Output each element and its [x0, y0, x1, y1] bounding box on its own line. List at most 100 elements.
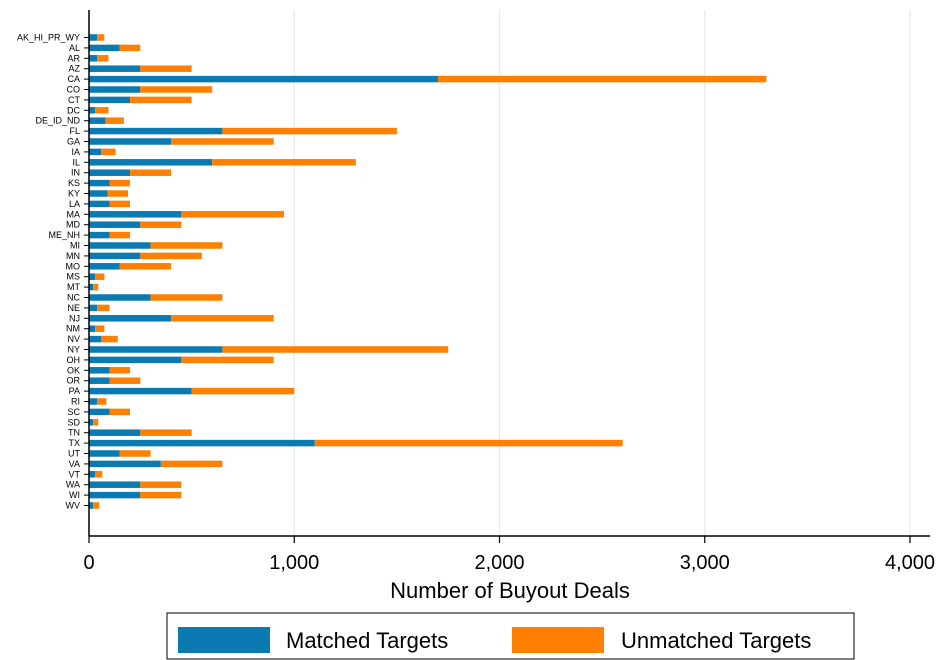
bar-ga-unmatched	[171, 138, 274, 145]
category-label-ca: CA	[67, 74, 80, 84]
bar-sd-matched	[89, 419, 94, 426]
bar-ne-unmatched	[97, 304, 110, 312]
category-label-az: AZ	[68, 64, 80, 74]
bar-mo-unmatched	[119, 263, 172, 270]
bar-ny-unmatched	[222, 346, 449, 353]
bar-in-unmatched	[130, 169, 172, 176]
bar-or-unmatched	[109, 377, 141, 384]
bar-me-nh-matched	[89, 231, 110, 239]
legend-swatch-unmatched	[512, 627, 604, 653]
category-label-ma: MA	[67, 209, 81, 219]
bar-la-unmatched	[109, 200, 131, 208]
bar-ne-matched	[89, 304, 98, 312]
bar-il-matched	[89, 159, 213, 166]
category-label-oh: OH	[67, 355, 81, 365]
grid-lines	[293, 10, 911, 536]
bar-md-unmatched	[140, 221, 182, 228]
category-label-nj: NJ	[69, 313, 80, 323]
bar-ky-matched	[89, 190, 108, 197]
legend-label-unmatched: Unmatched Targets	[621, 628, 811, 653]
bar-ar-unmatched	[97, 55, 109, 62]
bar-ma-unmatched	[181, 211, 284, 218]
bar-tn-matched	[89, 429, 141, 436]
category-label-sc: SC	[67, 407, 80, 417]
bar-ms-unmatched	[95, 273, 105, 280]
bar-nc-matched	[89, 294, 151, 301]
category-label-ks: KS	[68, 178, 80, 188]
bar-ct-unmatched	[130, 96, 192, 104]
bar-sc-unmatched	[109, 408, 131, 416]
bar-co-matched	[89, 86, 141, 93]
category-label-mt: MT	[67, 282, 80, 292]
bar-ut-matched	[89, 450, 120, 457]
bar-mn-matched	[89, 252, 141, 260]
category-label-sd: SD	[67, 417, 80, 427]
category-label-vt: VT	[68, 469, 80, 479]
category-label-ne: NE	[67, 303, 80, 313]
x-tick-label-0: 0	[83, 552, 94, 574]
bar-oh-unmatched	[181, 356, 274, 364]
category-label-al: AL	[69, 43, 80, 53]
category-label-ia: IA	[71, 147, 80, 157]
category-label-mo: MO	[66, 261, 81, 271]
bar-il-unmatched	[212, 159, 356, 166]
bar-va-matched	[89, 460, 161, 468]
bar-wi-matched	[89, 491, 141, 499]
bar-in-matched	[89, 169, 131, 176]
bar-al-matched	[89, 44, 120, 52]
bar-pa-matched	[89, 387, 192, 395]
category-label-ct: CT	[68, 95, 80, 105]
category-label-va: VA	[69, 459, 80, 469]
bar-ak-hi-pr-wy-matched	[89, 34, 98, 41]
x-tick-label-2000: 2,000	[474, 552, 524, 574]
category-label-wi: WI	[69, 490, 80, 500]
bar-or-matched	[89, 377, 110, 384]
bar-nv-unmatched	[101, 335, 118, 343]
category-label-nv: NV	[67, 334, 80, 344]
bar-al-unmatched	[119, 44, 141, 52]
category-label-wa: WA	[66, 480, 80, 490]
category-label-md: MD	[66, 220, 80, 230]
bar-tn-unmatched	[140, 429, 192, 436]
bar-dc-unmatched	[95, 107, 109, 114]
bar-nj-matched	[89, 315, 172, 322]
bar-mt-matched	[89, 283, 94, 291]
bar-fl-matched	[89, 127, 223, 135]
legend-swatch-matched	[178, 627, 270, 653]
category-label-me_nh: ME_NH	[48, 230, 80, 240]
bar-ca-unmatched	[437, 75, 767, 83]
bar-nj-unmatched	[171, 315, 274, 322]
bar-dc-matched	[89, 107, 96, 114]
category-label-mn: MN	[66, 251, 80, 261]
bar-ok-matched	[89, 367, 110, 374]
legend: Matched Targets Unmatched Targets	[166, 612, 855, 660]
bar-ms-matched	[89, 273, 96, 280]
bar-va-unmatched	[160, 460, 223, 468]
bar-de-id-nd-unmatched	[105, 117, 124, 124]
bar-co-unmatched	[140, 86, 213, 93]
bar-wv-unmatched	[93, 502, 100, 509]
bar-ct-matched	[89, 96, 131, 104]
bar-oh-matched	[89, 356, 182, 364]
bar-mo-matched	[89, 263, 120, 270]
bar-ga-matched	[89, 138, 172, 145]
x-tick-label-4000: 4,000	[885, 552, 935, 574]
bar-tx-unmatched	[314, 439, 623, 447]
category-label-pa: PA	[69, 386, 80, 396]
category-label-tx: TX	[68, 438, 80, 448]
category-label-de_id_nd: DE_ID_ND	[35, 116, 80, 126]
bars	[89, 34, 767, 509]
bar-ia-matched	[89, 148, 102, 156]
category-label-la: LA	[69, 199, 80, 209]
bar-ny-matched	[89, 346, 223, 353]
bar-la-matched	[89, 200, 110, 208]
bar-wi-unmatched	[140, 491, 182, 499]
bar-ut-unmatched	[119, 450, 151, 457]
bar-tx-matched	[89, 439, 315, 447]
bar-ok-unmatched	[109, 367, 131, 374]
bar-nc-unmatched	[150, 294, 223, 301]
bar-ia-unmatched	[101, 148, 116, 156]
bar-fl-unmatched	[222, 127, 397, 135]
bar-az-unmatched	[140, 65, 192, 72]
x-axis-title: Number of Buyout Deals	[390, 578, 630, 603]
